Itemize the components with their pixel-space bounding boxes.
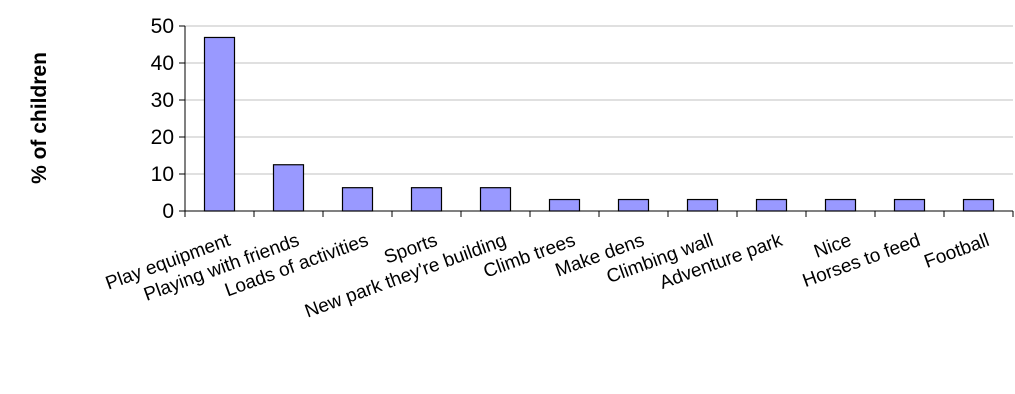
y-tick-label: 30 <box>151 89 174 112</box>
bars <box>203 36 995 212</box>
y-tick-labels: 0 10 20 30 40 50 <box>151 15 174 223</box>
bar <box>203 36 236 212</box>
bar <box>893 198 926 212</box>
bar <box>410 187 443 212</box>
bar <box>548 198 581 212</box>
bar <box>755 198 788 212</box>
bar <box>341 187 374 212</box>
y-tick-label: 0 <box>162 200 174 223</box>
bar <box>824 198 857 212</box>
axes <box>179 25 1014 217</box>
x-tick-label: Football <box>921 230 992 273</box>
y-tick-label: 10 <box>151 163 174 186</box>
gridlines <box>185 25 1013 175</box>
y-tick-label: 20 <box>151 126 174 149</box>
y-tick-label: 50 <box>151 15 174 38</box>
bar <box>962 198 995 212</box>
bar <box>272 164 305 212</box>
bar <box>479 187 512 212</box>
bar <box>617 198 650 212</box>
y-axis-label: % of children <box>28 52 51 184</box>
y-tick-label: 40 <box>151 52 174 75</box>
bar <box>686 198 719 212</box>
